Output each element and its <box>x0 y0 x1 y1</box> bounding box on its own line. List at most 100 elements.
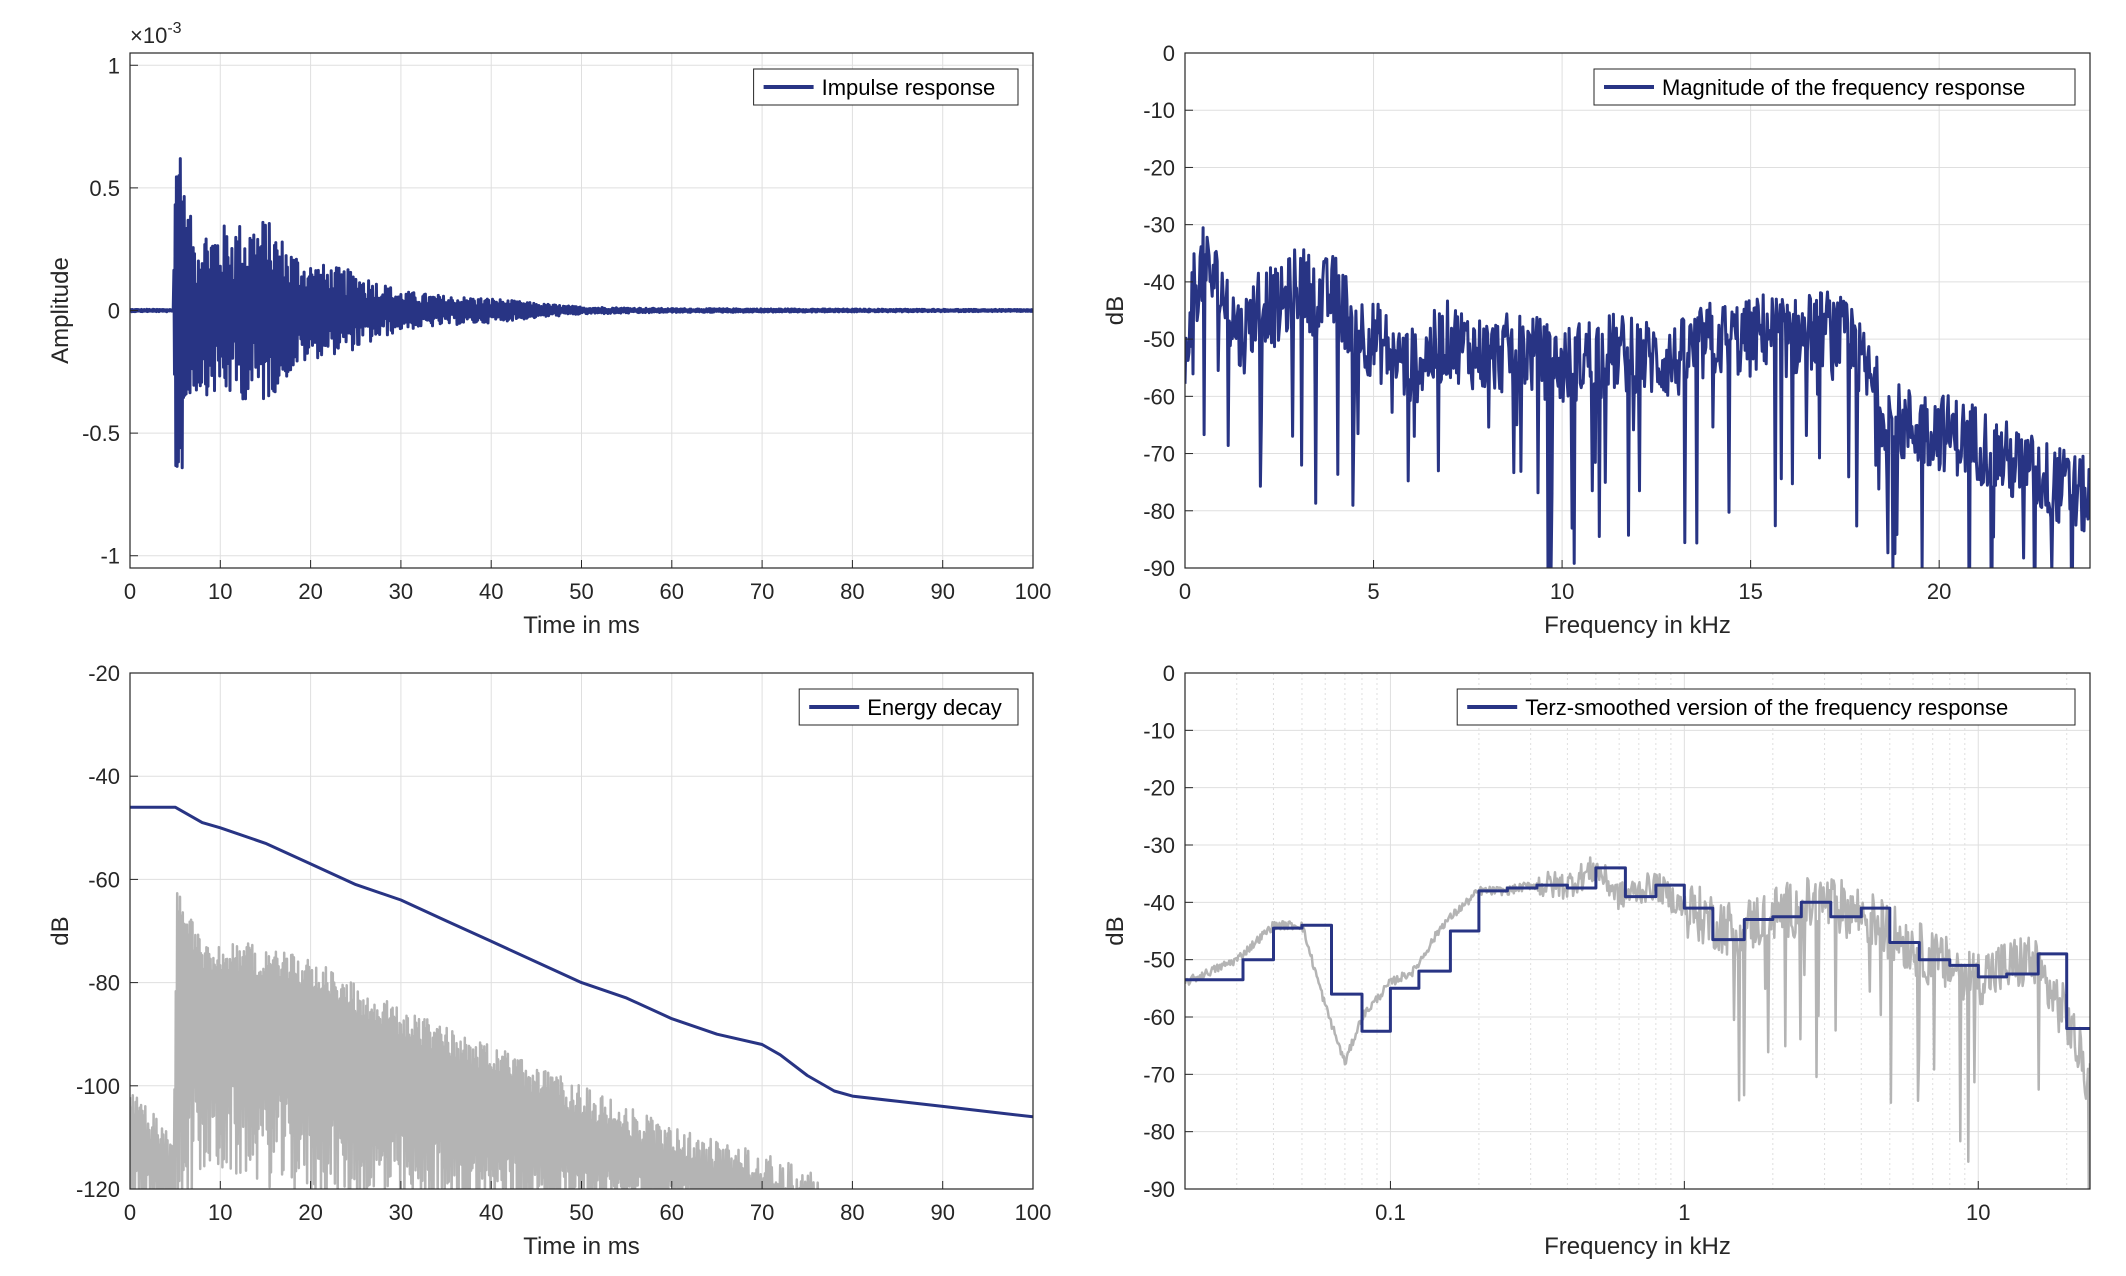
y-tick-label: -0.5 <box>82 421 120 446</box>
y-tick-label: -60 <box>88 867 120 892</box>
x-axis-label: Time in ms <box>523 612 639 639</box>
chart-impulse-response: 0 10 20 30 40 50 60 70 80 90 100-1-0.500.51 ×10-3 … <box>47 20 1051 639</box>
x-tick-label: 20 <box>298 579 322 604</box>
grid <box>129 672 1034 1190</box>
chart-terz-smoothed: 0.1 1 10 -90 -80 -70 -60 -50 -40 -30 -20 -10 0 Frequ… <box>1102 661 2091 1260</box>
ticks: 0 10 20 30 40 50 60 70 80 90 100 -1 -0.5 0 0.5 1 <box>82 53 1051 604</box>
legend-label: Impulse response <box>822 75 996 100</box>
x-tick-label: 5 <box>1367 579 1379 604</box>
y-tick-label: 0 <box>1163 661 1175 686</box>
y-tick-label: -70 <box>1143 442 1175 467</box>
x-tick-label: 30 <box>389 1200 413 1225</box>
x-tick-label: 0.1 <box>1375 1200 1406 1225</box>
x-tick-label: 80 <box>840 579 864 604</box>
y-tick-label: 1 <box>108 53 120 78</box>
x-tick-label: 10 <box>1550 579 1574 604</box>
y-axis-label: dB <box>47 916 74 945</box>
y-tick-label: -90 <box>1143 1177 1175 1202</box>
x-tick-label: 40 <box>479 579 503 604</box>
x-tick-label: 10 <box>1966 1200 1990 1225</box>
ticks: 0 10 20 30 40 50 60 70 80 90 100 -120 -100 -80 -60 -40 -… <box>76 661 1051 1225</box>
x-tick-label: 0 <box>124 1200 136 1225</box>
y-tick-label: -20 <box>1143 776 1175 801</box>
grid <box>1185 672 2090 1190</box>
y-tick-label: -50 <box>1143 948 1175 973</box>
x-tick-label: 20 <box>298 1200 322 1225</box>
axes-frame <box>1184 52 2091 569</box>
x-tick-label: 15 <box>1738 579 1762 604</box>
y-axis-label: dB <box>1102 916 1129 945</box>
series-line-secondary <box>1185 856 2090 1189</box>
x-tick-label: 70 <box>750 1200 774 1225</box>
x-tick-label: 20 <box>1927 579 1951 604</box>
legend-label: Energy decay <box>867 695 1002 720</box>
y-tick-label: -90 <box>1143 556 1175 581</box>
y-axis-label: Amplitude <box>47 257 74 364</box>
y-tick-label: -40 <box>1143 270 1175 295</box>
legend-label: Magnitude of the frequency response <box>1662 75 2025 100</box>
y-tick-label: -60 <box>1143 1005 1175 1030</box>
ticks: 0.1 1 10 -90 -80 -70 -60 -50 -40 -30 -20 -10 0 <box>1143 661 1990 1225</box>
y-tick-label: -40 <box>1143 890 1175 915</box>
y-tick-label: -30 <box>1143 833 1175 858</box>
axes-frame <box>1184 672 2091 1190</box>
y-tick-label: 0 <box>1163 41 1175 66</box>
plot-lines <box>1185 226 2090 568</box>
y-tick-label: -10 <box>1143 98 1175 123</box>
x-tick-label: 40 <box>479 1200 503 1225</box>
legend-box <box>1593 68 2076 106</box>
x-tick-label: 10 <box>208 579 232 604</box>
y-tick-label: 0.5 <box>89 176 120 201</box>
y-tick-label: -80 <box>1143 1120 1175 1145</box>
x-tick-label: 80 <box>840 1200 864 1225</box>
chart-energy-decay: 0 10 20 30 40 50 60 70 80 90 100 -120 -100 -80 -60 -40 -… <box>47 661 1051 1260</box>
x-axis-label: Frequency in kHz <box>1544 612 1731 639</box>
series-line-primary <box>130 157 1033 470</box>
x-axis-label: Time in ms <box>523 1233 639 1260</box>
x-tick-label: 50 <box>569 1200 593 1225</box>
x-axis-label: Frequency in kHz <box>1544 1233 1731 1260</box>
ticks: 0 5 10 15 20 -90 -80 -70 -60 -50 -40 -30 -20 -10 0 <box>1143 41 1951 604</box>
x-tick-label: 70 <box>750 579 774 604</box>
x-tick-label: 10 <box>208 1200 232 1225</box>
y-tick-label: 0 <box>108 299 120 324</box>
legend-box <box>1456 688 2076 726</box>
chart-frequency-magnitude: 0 5 10 15 20 -90 -80 -70 -60 -50 -40 -30 -20 -10 0 Fre… <box>1102 41 2091 639</box>
plot-lines <box>1185 856 2090 1189</box>
series-line-primary <box>1185 226 2090 568</box>
y-axis-label: dB <box>1102 296 1129 325</box>
y-tick-label: -10 <box>1143 718 1175 743</box>
x-tick-label: 100 <box>1015 1200 1052 1225</box>
x-tick-label: 30 <box>389 579 413 604</box>
x-tick-label: 90 <box>930 579 954 604</box>
plot-lines <box>130 805 1033 1189</box>
y-tick-label: -70 <box>1143 1062 1175 1087</box>
legend-label: Terz-smoothed version of the frequency r… <box>1525 695 2008 720</box>
legend: Impulse response <box>753 68 1019 106</box>
series-line-primary <box>1185 866 2090 1033</box>
y-tick-label: -100 <box>76 1074 120 1099</box>
x-tick-label: 60 <box>660 579 684 604</box>
legend: Energy decay <box>798 688 1019 726</box>
x-tick-label: 50 <box>569 579 593 604</box>
y-tick-label: -40 <box>88 764 120 789</box>
legend: Terz-smoothed version of the frequency r… <box>1456 688 2076 726</box>
legend: Magnitude of the frequency response <box>1593 68 2076 106</box>
series-line-secondary <box>130 892 820 1189</box>
y-tick-label: -60 <box>1143 384 1175 409</box>
x-tick-label: 90 <box>930 1200 954 1225</box>
y-tick-label: -30 <box>1143 213 1175 238</box>
x-tick-label: 0 <box>124 579 136 604</box>
y-exponent-label: ×10-3 <box>130 20 182 48</box>
y-tick-label: -120 <box>76 1177 120 1202</box>
y-tick-label: -80 <box>88 971 120 996</box>
x-tick-label: 1 <box>1678 1200 1690 1225</box>
y-tick-label: -1 <box>100 544 120 569</box>
x-tick-label: 60 <box>660 1200 684 1225</box>
x-tick-label: 0 <box>1179 579 1191 604</box>
series-line-primary <box>130 805 1033 1119</box>
plot-lines <box>130 157 1033 470</box>
x-tick-label: 100 <box>1015 579 1052 604</box>
y-tick-label: -80 <box>1143 499 1175 524</box>
